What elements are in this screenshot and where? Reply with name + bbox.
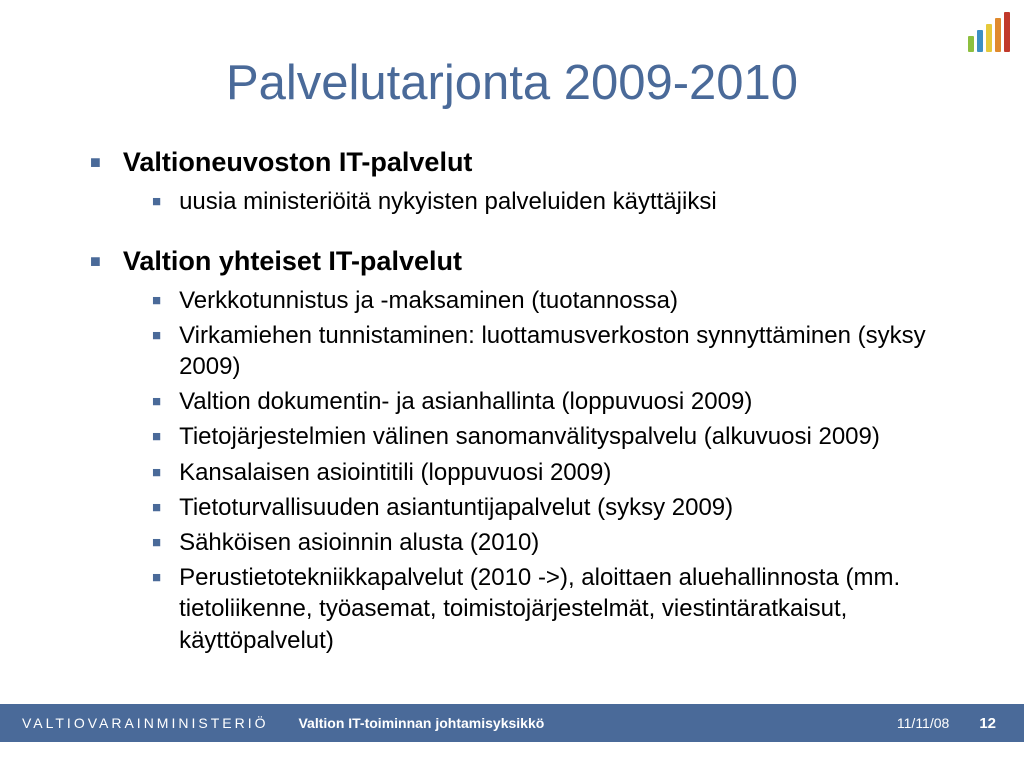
bullet-icon: ■ bbox=[152, 464, 161, 481]
list-item: ■ Perustietotekniikkapalvelut (2010 ->), … bbox=[152, 562, 944, 656]
slide-content: ■ Valtioneuvoston IT-palvelut ■ uusia minis… bbox=[0, 146, 1024, 656]
bullet-icon: ■ bbox=[152, 569, 161, 586]
bullet-icon: ■ bbox=[152, 393, 161, 410]
list-item-text: Kansalaisen asiointitili (loppuvuosi 200… bbox=[179, 457, 611, 488]
bullet-icon: ■ bbox=[152, 534, 161, 551]
footer-date: 11/11/08 bbox=[897, 715, 979, 731]
list-item: ■ Virkamiehen tunnistaminen: luottamusver… bbox=[152, 320, 944, 382]
bullet-icon: ■ bbox=[90, 251, 101, 272]
decor-bar bbox=[1004, 12, 1010, 52]
section-heading: Valtioneuvoston IT-palvelut bbox=[123, 146, 473, 180]
decor-bar bbox=[968, 36, 974, 52]
bullet-icon: ■ bbox=[152, 428, 161, 445]
decor-bar bbox=[977, 30, 983, 52]
list-item-text: Perustietotekniikkapalvelut (2010 ->), a… bbox=[179, 562, 944, 656]
list-item-text: Verkkotunnistus ja -maksaminen (tuotanno… bbox=[179, 285, 678, 316]
list-item-text: Sähköisen asioinnin alusta (2010) bbox=[179, 527, 539, 558]
list-item-text: Virkamiehen tunnistaminen: luottamusverk… bbox=[179, 320, 944, 382]
list-item: ■ Tietojärjestelmien välinen sanomanvälit… bbox=[152, 421, 944, 452]
bullet-list-level1: ■ Valtioneuvoston IT-palvelut ■ uusia minis… bbox=[90, 146, 944, 656]
footer-unit: Valtion IT-toiminnan johtamisyksikkö bbox=[268, 715, 544, 731]
bullet-icon: ■ bbox=[152, 499, 161, 516]
slide: Palvelutarjonta 2009-2010 ■ Valtioneuvost… bbox=[0, 0, 1024, 764]
bullet-icon: ■ bbox=[152, 327, 161, 344]
slide-footer: VALTIOVARAINMINISTERIÖ Valtion IT-toimin… bbox=[0, 704, 1024, 742]
section-heading-row: ■ Valtion yhteiset IT-palvelut bbox=[90, 245, 944, 279]
decor-bars bbox=[968, 12, 1010, 52]
section-heading-row: ■ Valtioneuvoston IT-palvelut bbox=[90, 146, 944, 180]
list-item: ■ Tietoturvallisuuden asiantuntijapalvelu… bbox=[152, 492, 944, 523]
list-item: ■ uusia ministeriöitä nykyisten palveluid… bbox=[152, 186, 944, 217]
list-item: ■ Sähköisen asioinnin alusta (2010) bbox=[152, 527, 944, 558]
section-heading: Valtion yhteiset IT-palvelut bbox=[123, 245, 462, 279]
list-item: ■ Valtion dokumentin- ja asianhallinta (l… bbox=[152, 386, 944, 417]
bullet-list-level2: ■ Verkkotunnistus ja -maksaminen (tuotann… bbox=[152, 285, 944, 656]
footer-ministry: VALTIOVARAINMINISTERIÖ bbox=[0, 715, 268, 731]
section: ■ Valtioneuvoston IT-palvelut ■ uusia minis… bbox=[90, 146, 944, 217]
decor-bar bbox=[995, 18, 1001, 52]
list-item: ■ Verkkotunnistus ja -maksaminen (tuotann… bbox=[152, 285, 944, 316]
bullet-icon: ■ bbox=[152, 193, 161, 210]
footer-page: 12 bbox=[979, 715, 1024, 732]
list-item-text: Tietoturvallisuuden asiantuntijapalvelut… bbox=[179, 492, 733, 523]
bullet-icon: ■ bbox=[90, 152, 101, 173]
slide-title: Palvelutarjonta 2009-2010 bbox=[0, 0, 1024, 146]
bullet-list-level2: ■ uusia ministeriöitä nykyisten palveluid… bbox=[152, 186, 944, 217]
bullet-icon: ■ bbox=[152, 292, 161, 309]
list-item-text: uusia ministeriöitä nykyisten palveluide… bbox=[179, 186, 717, 217]
list-item-text: Valtion dokumentin- ja asianhallinta (lo… bbox=[179, 386, 752, 417]
section: ■ Valtion yhteiset IT-palvelut ■ Verkkotunn… bbox=[90, 245, 944, 656]
decor-bar bbox=[986, 24, 992, 52]
list-item-text: Tietojärjestelmien välinen sanomanvälity… bbox=[179, 421, 880, 452]
list-item: ■ Kansalaisen asiointitili (loppuvuosi 20… bbox=[152, 457, 944, 488]
